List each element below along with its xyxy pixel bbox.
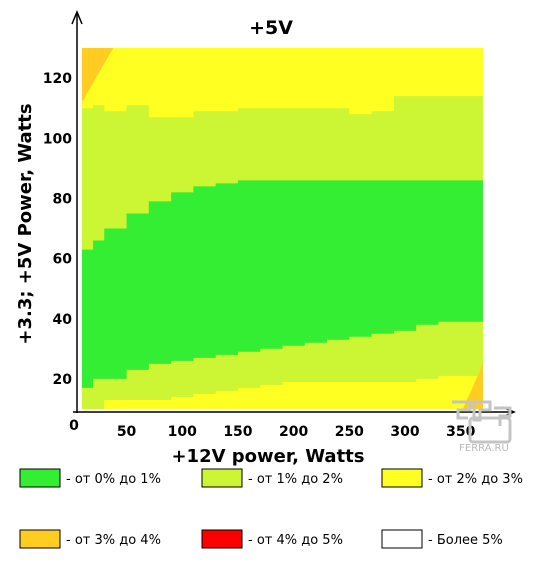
x-tick-label: 100 [168,424,197,440]
legend-item: - от 3% до 4% [19,529,161,549]
x-tick-label: 200 [279,424,308,440]
legend-label: - от 0% до 1% [66,472,161,487]
legend-swatch [381,529,423,549]
watermark-text: FERRA.RU [459,443,509,454]
legend-item: - Более 5% [381,529,503,549]
y-tick-label: 80 [53,191,73,207]
legend-item: - от 1% до 2% [201,468,343,488]
y-axis-label: +3.3; +5V Power, Watts [15,103,36,344]
legend-label: - от 2% до 3% [428,472,523,487]
y-tick-label: 40 [53,312,73,328]
x-tick-label: 300 [390,424,419,440]
y-tick-label: 20 [53,372,73,388]
legend-swatch [19,529,61,549]
y-tick-label: 60 [53,252,73,268]
plot-area [82,48,483,409]
legend-swatch [381,468,423,488]
legend-label: - от 4% до 5% [248,533,343,548]
legend-label: - от 1% до 2% [248,472,343,487]
legend-label: - от 3% до 4% [66,533,161,548]
legend-swatch [201,468,243,488]
x-tick-label: 50 [117,424,137,440]
region-3-4-percent-bottom-right [462,363,483,409]
ferra-watermark: FERRA.RU [452,400,512,454]
legend-item: - от 2% до 3% [381,468,523,488]
origin-tick-label: 0 [69,418,79,434]
legend-swatch [19,468,61,488]
axes: +5V +12V power, Watts +3.3; +5V Power, W… [15,10,516,467]
x-tick-label: 250 [335,424,364,440]
y-axis-arrow-icon [71,10,83,25]
region-3-4-percent-top-left [82,48,114,103]
legend: - от 0% до 1% - от 1% до 2% - от 2% до 3% -… [19,468,523,549]
ferra-logo-icon [452,400,512,444]
y-tick-label: 100 [43,131,72,147]
legend-swatch [201,529,243,549]
x-axis-label: +12V power, Watts [171,446,364,467]
legend-item: - от 0% до 1% [19,468,161,488]
legend-label: - Более 5% [428,533,503,548]
region-0-1-percent [82,180,483,388]
chart-title: +5V [249,17,293,39]
y-tick-label: 120 [43,71,72,87]
x-tick-label: 150 [223,424,252,440]
legend-item: - от 4% до 5% [201,529,343,549]
x-tick-label: 350 [446,424,475,440]
